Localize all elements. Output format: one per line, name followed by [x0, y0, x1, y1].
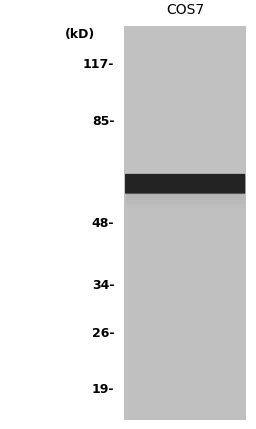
- Bar: [124, 415, 246, 420]
- Bar: [124, 203, 246, 208]
- Bar: [124, 198, 246, 203]
- Bar: [124, 307, 246, 312]
- Bar: [124, 361, 246, 366]
- Bar: [124, 144, 246, 149]
- Bar: [125, 192, 245, 195]
- Bar: [124, 376, 246, 381]
- Bar: [124, 326, 246, 332]
- Text: 19-: 19-: [92, 383, 114, 396]
- Bar: [124, 134, 246, 139]
- Bar: [124, 30, 246, 36]
- Bar: [125, 199, 245, 203]
- Bar: [124, 60, 246, 65]
- Bar: [124, 337, 246, 341]
- Bar: [124, 386, 246, 391]
- Bar: [124, 159, 246, 164]
- Bar: [124, 65, 246, 70]
- Bar: [124, 253, 246, 257]
- Bar: [124, 36, 246, 40]
- Bar: [124, 322, 246, 327]
- Bar: [124, 287, 246, 292]
- Bar: [124, 178, 246, 184]
- Bar: [124, 238, 246, 243]
- Bar: [124, 312, 246, 317]
- Bar: [125, 204, 245, 208]
- Bar: [124, 100, 246, 105]
- Bar: [124, 208, 246, 213]
- Bar: [124, 174, 246, 178]
- Bar: [124, 297, 246, 302]
- Bar: [124, 317, 246, 322]
- Bar: [124, 228, 246, 233]
- Bar: [124, 26, 246, 420]
- Bar: [124, 401, 246, 406]
- Bar: [124, 233, 246, 238]
- Bar: [124, 268, 246, 272]
- Bar: [124, 278, 246, 282]
- Bar: [124, 110, 246, 115]
- Bar: [125, 194, 245, 198]
- Bar: [124, 139, 246, 144]
- Text: 117-: 117-: [83, 57, 114, 71]
- Bar: [124, 302, 246, 307]
- Bar: [124, 90, 246, 95]
- Bar: [124, 213, 246, 218]
- FancyBboxPatch shape: [125, 174, 245, 193]
- Bar: [124, 351, 246, 356]
- Bar: [124, 85, 246, 90]
- Text: 48-: 48-: [92, 217, 114, 230]
- Text: 26-: 26-: [92, 327, 114, 340]
- Bar: [125, 197, 245, 200]
- Bar: [124, 257, 246, 263]
- Bar: [124, 371, 246, 376]
- Bar: [124, 149, 246, 154]
- Bar: [124, 391, 246, 396]
- Bar: [124, 75, 246, 80]
- Bar: [124, 356, 246, 361]
- Bar: [124, 70, 246, 75]
- Bar: [124, 26, 246, 30]
- Bar: [124, 218, 246, 223]
- Bar: [124, 169, 246, 174]
- Bar: [124, 223, 246, 228]
- Bar: [124, 263, 246, 268]
- Bar: [124, 184, 246, 188]
- Bar: [124, 124, 246, 130]
- Text: 34-: 34-: [92, 279, 114, 292]
- Bar: [124, 164, 246, 169]
- Bar: [124, 243, 246, 248]
- Bar: [124, 332, 246, 337]
- Bar: [124, 292, 246, 297]
- Bar: [124, 95, 246, 100]
- Bar: [124, 347, 246, 351]
- Bar: [124, 189, 246, 193]
- Bar: [124, 341, 246, 347]
- Bar: [125, 202, 245, 205]
- Bar: [124, 406, 246, 411]
- Bar: [124, 45, 246, 50]
- Text: (kD): (kD): [65, 28, 95, 41]
- Bar: [124, 55, 246, 60]
- Bar: [124, 396, 246, 401]
- Bar: [124, 105, 246, 110]
- Bar: [124, 272, 246, 278]
- Bar: [124, 80, 246, 85]
- Text: 85-: 85-: [92, 115, 114, 128]
- Bar: [124, 40, 246, 45]
- Bar: [124, 282, 246, 287]
- Bar: [124, 411, 246, 416]
- Bar: [124, 381, 246, 386]
- Bar: [124, 154, 246, 159]
- Text: COS7: COS7: [166, 3, 204, 18]
- Bar: [124, 50, 246, 55]
- Bar: [124, 248, 246, 253]
- Bar: [124, 193, 246, 198]
- Bar: [124, 130, 246, 134]
- Bar: [124, 119, 246, 124]
- Bar: [124, 115, 246, 119]
- Bar: [124, 366, 246, 371]
